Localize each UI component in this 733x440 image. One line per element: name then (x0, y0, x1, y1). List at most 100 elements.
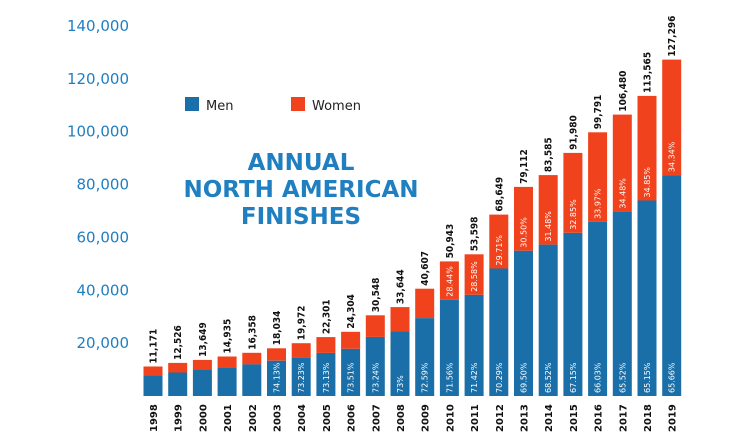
bar-women (612, 114, 632, 212)
bar-men (588, 221, 608, 396)
men-pct-label: 73.23% (297, 362, 306, 393)
bar-women (637, 95, 657, 201)
total-label: 14,935 (223, 319, 234, 354)
x-tick-label: 2001 (223, 404, 234, 432)
x-tick-label: 2012 (495, 404, 506, 432)
y-tick-label: 60,000 (77, 228, 130, 246)
bar-women (588, 132, 608, 222)
men-pct-label: 71.56% (445, 362, 454, 393)
men-pct-label: 70.29% (495, 362, 504, 393)
bar-women (489, 214, 509, 269)
x-tick-label: 2008 (396, 404, 407, 432)
x-tick-label: 2009 (421, 404, 432, 432)
bar-women (316, 337, 336, 353)
bar-men (192, 370, 212, 396)
women-pct-label: 28.44% (445, 266, 454, 297)
x-tick-label: 2017 (618, 404, 629, 432)
x-tick-label: 2019 (668, 404, 679, 432)
women-pct-label: 34.48% (618, 178, 627, 209)
y-tick-label: 120,000 (67, 70, 129, 88)
total-label: 11,171 (149, 329, 160, 364)
y-tick-label: 80,000 (77, 176, 130, 194)
chart-title: ANNUAL NORTH AMERICAN FINISHES (183, 150, 418, 230)
x-tick-label: 2003 (273, 404, 284, 432)
bar-women (242, 352, 262, 365)
men-pct-label: 69.50% (520, 362, 529, 393)
bar-men (242, 364, 262, 396)
bar-men (143, 375, 163, 396)
men-pct-label: 65.15% (643, 362, 652, 393)
total-label: 12,526 (173, 325, 184, 360)
total-label: 30,548 (371, 278, 382, 313)
men-pct-label: 65.66% (668, 362, 677, 393)
men-pct-label: 73.24% (371, 362, 380, 393)
women-pct-label: 28.58% (470, 261, 479, 292)
total-label: 33,644 (396, 269, 407, 304)
bar-women (168, 362, 188, 373)
title-line-3: FINISHES (241, 204, 361, 230)
bar-men (464, 294, 484, 396)
legend-label-women: Women (312, 99, 361, 114)
x-tick-label: 2013 (520, 404, 531, 432)
women-pct-label: 34.34% (668, 141, 677, 172)
bar-men (316, 352, 336, 396)
total-label: 127,296 (667, 16, 678, 57)
bar-men (514, 250, 533, 396)
bar-men (365, 336, 385, 396)
y-axis: 20,000 40,000 60,000 80,000 100,000 120,000 14… (67, 17, 129, 352)
legend-label-men: Men (206, 99, 233, 114)
y-tick-label: 100,000 (67, 123, 129, 141)
total-label: 18,034 (272, 311, 283, 346)
x-tick-label: 2002 (248, 404, 259, 432)
total-label: 106,480 (618, 71, 629, 112)
men-pct-label: 72.59% (421, 362, 430, 393)
bar-women (341, 331, 361, 349)
women-pct-label: 29.71% (495, 235, 504, 266)
men-pct-label: 73.13% (322, 362, 331, 393)
x-tick-label: 2016 (594, 404, 605, 432)
women-pct-label: 30.50% (520, 217, 529, 248)
x-tick-label: 2011 (470, 404, 481, 432)
bars-group: 11,171 1998 12,526 1999 13,649 2000 14,935 2001… (143, 16, 682, 432)
bar-women (464, 254, 484, 295)
x-tick-label: 1999 (174, 404, 185, 432)
y-tick-label: 20,000 (77, 334, 130, 352)
x-tick-label: 2018 (643, 404, 654, 432)
bar-women (291, 343, 311, 358)
total-label: 19,972 (297, 305, 308, 340)
bar-men (291, 357, 311, 396)
men-pct-label: 67.15% (569, 362, 578, 393)
total-label: 16,358 (247, 315, 258, 350)
bar-men (439, 299, 459, 396)
total-label: 13,649 (198, 322, 209, 357)
x-tick-label: 1998 (149, 404, 160, 432)
bar-men (415, 318, 435, 396)
women-pct-label: 31.48% (544, 211, 553, 242)
total-label: 68,649 (494, 177, 505, 212)
bar-men (538, 244, 558, 396)
bar-men (489, 268, 509, 396)
bar-women (439, 261, 459, 300)
bar-women (390, 307, 410, 332)
x-tick-label: 2014 (544, 404, 555, 432)
total-label: 79,112 (519, 149, 530, 184)
legend-swatch-men (185, 97, 199, 111)
women-pct-label: 32.85% (569, 199, 578, 230)
x-tick-label: 2006 (347, 404, 358, 432)
men-pct-label: 68.52% (544, 362, 553, 393)
women-pct-label: 33.97% (594, 188, 603, 219)
women-pct-label: 34.85% (643, 167, 652, 198)
total-label: 40,607 (420, 251, 431, 286)
title-line-1: ANNUAL (248, 150, 355, 176)
bar-women (563, 152, 583, 233)
bar-men (168, 372, 188, 396)
total-label: 50,943 (445, 224, 456, 259)
bar-women (415, 288, 435, 319)
bar-women (217, 356, 237, 368)
total-label: 99,791 (593, 95, 604, 130)
y-tick-label: 40,000 (77, 281, 130, 299)
men-pct-label: 71.42% (470, 362, 479, 393)
bar-women (514, 186, 533, 251)
